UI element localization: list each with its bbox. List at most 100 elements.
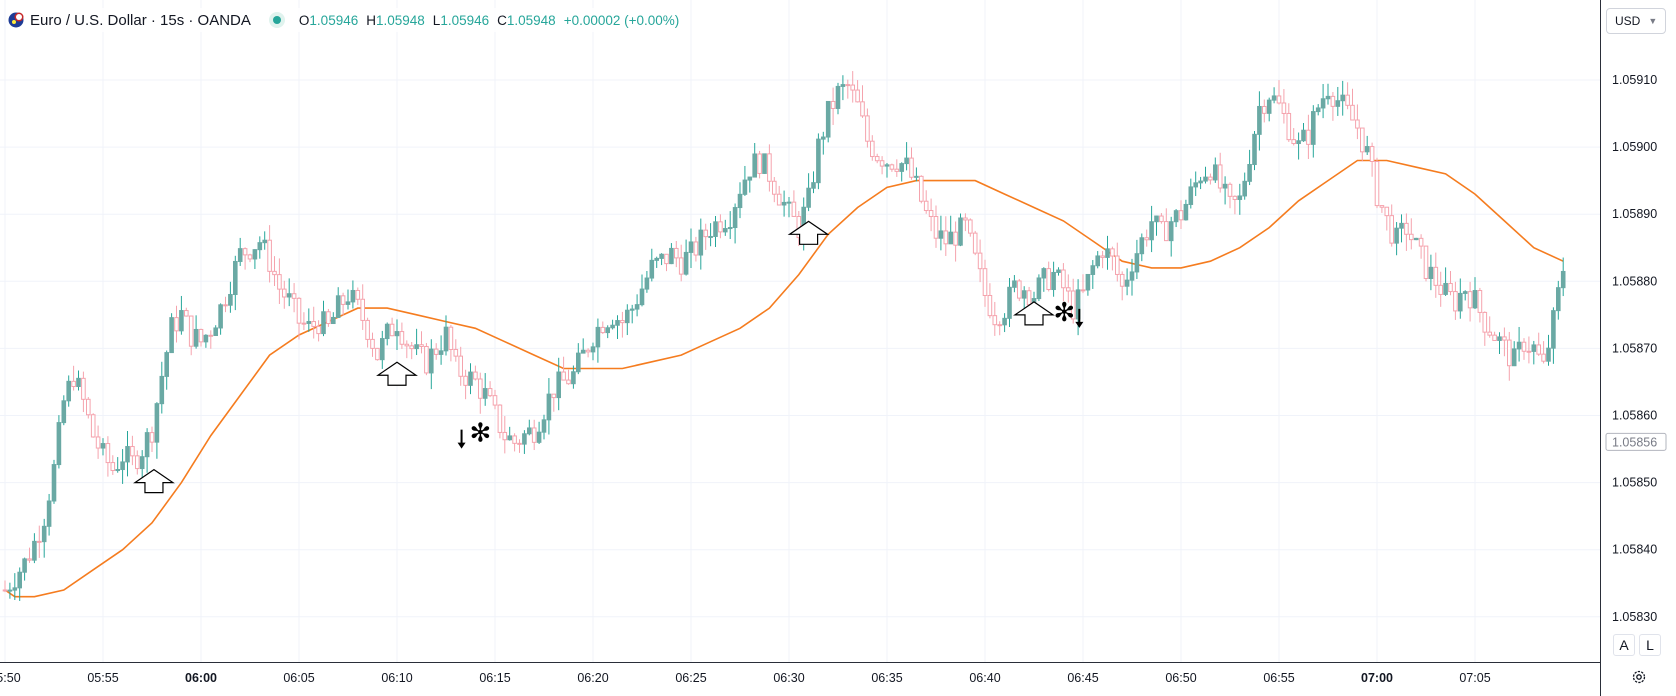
candle-body — [95, 436, 101, 449]
candle — [360, 284, 365, 330]
candle — [1232, 195, 1238, 215]
candle — [1173, 209, 1179, 228]
candle — [463, 369, 468, 400]
candle-body — [972, 232, 978, 254]
candle — [1144, 229, 1150, 247]
candle — [757, 150, 762, 179]
candle — [571, 365, 576, 389]
candle — [453, 339, 459, 362]
candle-body — [164, 352, 169, 377]
candle — [708, 223, 713, 247]
candle-body — [1002, 317, 1007, 326]
candle — [1007, 278, 1012, 327]
candle — [1061, 263, 1066, 302]
candle — [1477, 287, 1483, 323]
candle-body — [835, 85, 841, 109]
candle-body — [174, 317, 179, 332]
log-scale-button[interactable]: L — [1639, 634, 1661, 656]
candle-body — [874, 156, 880, 162]
candle — [492, 389, 498, 410]
time-tick-label: 07:00 — [1361, 671, 1393, 685]
candle — [76, 370, 81, 391]
close-label: C — [497, 12, 507, 28]
candle — [1134, 239, 1140, 280]
markers-layer: ✻✻ — [133, 220, 1084, 494]
candle-body — [1448, 282, 1453, 293]
candle — [1237, 183, 1243, 215]
candle-body — [1409, 233, 1414, 241]
candle-body — [448, 326, 454, 350]
candle — [1526, 336, 1532, 364]
candle — [438, 335, 444, 365]
candle — [1046, 261, 1052, 292]
candle — [1066, 274, 1071, 303]
candle — [1428, 254, 1434, 291]
gear-icon[interactable] — [1628, 666, 1650, 688]
candle — [674, 240, 679, 268]
candle — [791, 190, 797, 217]
candle-body — [149, 432, 155, 443]
market-status-icon[interactable] — [268, 12, 285, 28]
candle — [433, 343, 439, 360]
candle-body — [507, 435, 512, 441]
candle — [522, 430, 527, 454]
candle — [541, 414, 547, 440]
candle-body — [233, 260, 238, 295]
candle-body — [1467, 291, 1473, 309]
candle-body — [468, 371, 473, 386]
candle-body — [66, 380, 72, 402]
candle — [105, 436, 111, 477]
eur-usd-flag-icon[interactable] — [8, 12, 24, 28]
candle — [81, 371, 86, 413]
candle-body — [1389, 215, 1395, 244]
candle-body — [576, 352, 581, 373]
candle-body — [81, 377, 86, 400]
auto-scale-button[interactable]: A — [1613, 634, 1635, 656]
candle — [1183, 199, 1189, 221]
candle-body — [850, 84, 856, 91]
candle — [164, 350, 169, 390]
candle-body — [776, 193, 782, 206]
candle — [296, 297, 302, 340]
candle-body — [375, 347, 380, 361]
candle — [37, 525, 42, 558]
price-tick-label: 1.05840 — [1612, 543, 1657, 557]
candle — [1124, 268, 1130, 296]
candle — [1301, 123, 1306, 142]
candle-body — [595, 326, 601, 348]
candle-body — [1507, 339, 1512, 367]
candle — [228, 281, 233, 313]
candle-body — [517, 442, 522, 445]
candle-body — [100, 443, 106, 449]
candle-body — [997, 324, 1003, 327]
candle-body — [1178, 210, 1184, 221]
time-tick-label: 06:00 — [185, 671, 217, 685]
candle — [1100, 250, 1105, 269]
candle-body — [247, 254, 253, 260]
candle-body — [218, 304, 223, 329]
candle — [997, 321, 1003, 336]
currency-selector[interactable]: USD ▼ — [1606, 8, 1666, 34]
time-tick-label: 07:05 — [1459, 671, 1490, 685]
candle-body — [144, 432, 150, 458]
candle — [811, 171, 816, 194]
candle-body — [987, 294, 993, 317]
candle — [566, 369, 571, 385]
candle-body — [894, 168, 900, 172]
chevron-down-icon: ▼ — [1648, 16, 1658, 26]
currency-label: USD — [1615, 14, 1641, 28]
star-icon: ✻ — [1053, 298, 1075, 328]
candle — [1208, 173, 1213, 185]
candle-body — [1168, 221, 1174, 242]
symbol-title[interactable]: Euro / U.S. Dollar · 15s · OANDA — [30, 11, 251, 29]
candle — [17, 567, 22, 601]
candle-body — [419, 344, 424, 347]
candle-body — [845, 84, 851, 87]
candle-body — [267, 239, 272, 272]
ohlc-values: O1.05946 H1.05948 L1.05946 C1.05948 +0.0… — [299, 13, 687, 28]
candle-body — [463, 375, 468, 386]
candle-body — [32, 540, 37, 561]
candle-body — [982, 268, 988, 296]
